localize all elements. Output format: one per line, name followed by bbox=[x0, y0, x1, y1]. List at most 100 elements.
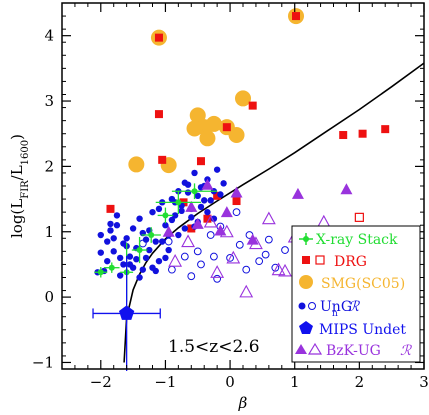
bzk-open-point bbox=[261, 211, 276, 225]
errorbar-layer bbox=[92, 183, 218, 371]
legend-marker-ung-open bbox=[308, 302, 316, 310]
ung-filled-point bbox=[210, 215, 218, 222]
ung-filled-point bbox=[162, 254, 169, 262]
ung-filled-point bbox=[97, 231, 104, 239]
drg-filled-point bbox=[158, 155, 167, 164]
y-tick-label: 0 bbox=[44, 288, 54, 306]
ung-filled-point bbox=[107, 220, 114, 228]
y-tick-label: 2 bbox=[44, 157, 54, 175]
legend-entry-ung: UnG n ℛ bbox=[298, 299, 360, 319]
bzk-open-point bbox=[226, 250, 241, 264]
legend-marker-mips bbox=[299, 321, 313, 334]
ung-open-point bbox=[261, 250, 270, 259]
bzk-filled-point bbox=[185, 200, 198, 212]
bzk-open-point bbox=[210, 265, 225, 278]
mips-point bbox=[119, 305, 135, 320]
ung-filled-point bbox=[197, 203, 205, 211]
drg-filled-point bbox=[339, 131, 348, 140]
bzk-filled-point bbox=[191, 217, 204, 229]
ung-filled-point bbox=[155, 257, 163, 265]
xray-point bbox=[136, 247, 143, 254]
smg-point bbox=[205, 115, 222, 132]
smg-point bbox=[128, 156, 145, 173]
drg-filled-point bbox=[196, 157, 205, 166]
legend-entry-bzk: BzK-UG ℛ bbox=[295, 342, 412, 359]
redshift-annotation: 1.5<z<2.6 bbox=[168, 337, 260, 357]
ung-filled-point bbox=[139, 266, 147, 273]
ung-open-point bbox=[213, 274, 222, 283]
legend-label-ung-script: ℛ bbox=[348, 299, 360, 315]
ung-filled-point bbox=[171, 212, 179, 219]
ung-filled-point bbox=[113, 222, 121, 229]
ung-open-point bbox=[255, 257, 264, 266]
ung-filled-point bbox=[158, 238, 166, 245]
drg-filled-point bbox=[154, 110, 163, 119]
ung-open-point bbox=[271, 263, 280, 272]
ung-filled-point bbox=[116, 254, 124, 262]
ung-filled-point bbox=[146, 246, 153, 254]
ung-filled-point bbox=[136, 215, 143, 222]
bzk-filled-point bbox=[340, 183, 353, 195]
legend-entry-smg: SMG(SC05) bbox=[299, 275, 405, 292]
x-tick-label: −1 bbox=[154, 373, 176, 391]
legend-box bbox=[291, 225, 421, 363]
smg-point bbox=[235, 90, 251, 107]
ung-filled-point bbox=[213, 166, 221, 173]
y-axis-label: log(LFIR/L1600) bbox=[8, 134, 31, 238]
ung-open-point bbox=[242, 265, 251, 274]
ticks-layer: −2 −1 0 1 2 3 −1 0 1 2 3 4 bbox=[32, 2, 429, 391]
legend-label-mips: MIPS Undet bbox=[319, 322, 406, 338]
ung-filled-point bbox=[110, 248, 117, 255]
legend-label-ung: UnG bbox=[320, 299, 352, 315]
xray-point bbox=[108, 264, 115, 271]
x-tick-label: 0 bbox=[225, 373, 235, 391]
bzk-open-point bbox=[168, 254, 183, 267]
ung-filled-point bbox=[168, 216, 176, 224]
legend-entry-drg: DRG bbox=[302, 254, 367, 270]
ung-open-point bbox=[232, 208, 241, 217]
x-tick-label: 2 bbox=[355, 373, 365, 391]
legend-marker-xray bbox=[303, 236, 309, 242]
legend-entry-xray: X-ray Stack bbox=[299, 232, 398, 248]
xray-point bbox=[175, 199, 182, 206]
bzk-open-point bbox=[278, 263, 292, 277]
ung-filled-point bbox=[116, 272, 124, 279]
ung-open-point bbox=[164, 237, 173, 246]
ung-open-point bbox=[197, 260, 205, 269]
ung-open-point bbox=[206, 231, 215, 239]
smg-point bbox=[228, 127, 245, 144]
legend-label-ung-sub: n bbox=[332, 309, 338, 319]
ung-filled-point bbox=[104, 257, 111, 265]
legend-label-drg: DRG bbox=[334, 254, 367, 270]
legend-marker-bzk-open bbox=[307, 342, 323, 355]
bzk-open-point bbox=[203, 214, 218, 228]
xray-point bbox=[162, 212, 169, 219]
ung-filled-point bbox=[220, 180, 227, 187]
ung-filled-point bbox=[191, 169, 198, 177]
ung-filled-point bbox=[181, 225, 189, 232]
ung-filled-point bbox=[194, 192, 201, 200]
ung-filled-point bbox=[152, 238, 159, 245]
smg-point bbox=[186, 120, 203, 137]
ung-filled-point bbox=[152, 267, 159, 275]
x-tick-label: 3 bbox=[419, 373, 429, 391]
legend-label-xray: X-ray Stack bbox=[316, 232, 398, 248]
ung-filled-point bbox=[104, 238, 111, 245]
y-tick-label: −1 bbox=[32, 353, 54, 371]
x-axis-label: β bbox=[238, 394, 248, 412]
ung-filled-point bbox=[129, 225, 137, 232]
ung-open-point bbox=[210, 252, 218, 261]
drg-filled-point bbox=[203, 214, 212, 223]
ung-filled-point bbox=[107, 227, 114, 234]
ung-filled-point bbox=[120, 261, 127, 268]
points-layer bbox=[94, 8, 390, 298]
ung-open-point bbox=[281, 246, 289, 254]
ung-filled-point bbox=[142, 254, 150, 262]
drg-filled-point bbox=[248, 101, 257, 110]
drg-filled-point bbox=[106, 204, 115, 213]
ung-filled-point bbox=[175, 231, 182, 239]
drg-filled-point bbox=[292, 12, 301, 21]
drg-filled-point bbox=[381, 125, 390, 134]
legend-marker-drg-open bbox=[315, 255, 325, 265]
ung-open-point bbox=[264, 235, 273, 244]
